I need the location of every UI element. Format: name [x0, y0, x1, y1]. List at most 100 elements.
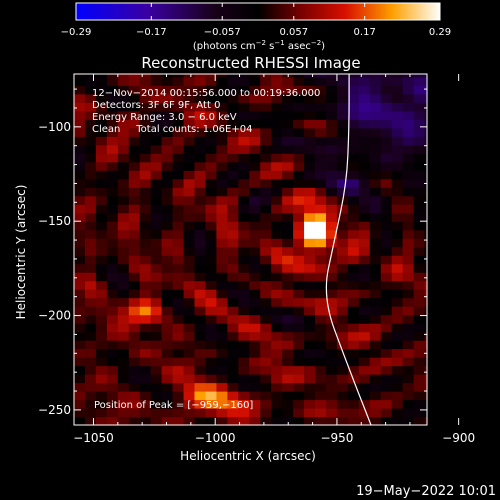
- heatmap-cell: [139, 221, 152, 231]
- heatmap-cell: [216, 119, 228, 129]
- heatmap-cell: [358, 340, 371, 350]
- heatmap-cell: [227, 110, 239, 120]
- heatmap-cell: [106, 280, 119, 290]
- heatmap-cell: [293, 238, 305, 248]
- heatmap-cell: [128, 340, 141, 350]
- heatmap-cell: [260, 153, 272, 163]
- heatmap-cell: [128, 127, 141, 137]
- heatmap-cell: [424, 408, 428, 418]
- heatmap-cell: [325, 170, 338, 180]
- heatmap-cell: [347, 178, 360, 188]
- heatmap-cell: [106, 382, 119, 392]
- heatmap-cell: [183, 408, 196, 418]
- heatmap-cell: [128, 323, 141, 333]
- heatmap-cell: [358, 306, 371, 316]
- heatmap-cell: [106, 289, 119, 299]
- y-tick-label: −250: [38, 403, 71, 417]
- heatmap-cell: [402, 85, 415, 95]
- heatmap-cell: [325, 221, 338, 231]
- heatmap-cell: [139, 331, 152, 341]
- heatmap-cell: [172, 280, 185, 290]
- heatmap-cell: [282, 391, 294, 401]
- heatmap-cell: [271, 144, 283, 154]
- heatmap-cell: [315, 110, 327, 120]
- heatmap-cell: [347, 246, 360, 256]
- heatmap-cell: [205, 144, 218, 154]
- heatmap-cell: [325, 272, 338, 282]
- heatmap-cell: [205, 76, 218, 86]
- heatmap-cell: [194, 416, 207, 426]
- heatmap-cell: [380, 255, 393, 265]
- heatmap-cell: [95, 144, 108, 154]
- heatmap-cell: [336, 161, 349, 171]
- heatmap-cell: [106, 365, 119, 375]
- heatmap-cell: [216, 221, 228, 231]
- heatmap-cell: [194, 178, 207, 188]
- heatmap-cell: [336, 127, 349, 137]
- heatmap-cell: [369, 212, 382, 222]
- heatmap-cell: [84, 357, 97, 367]
- heatmap-cell: [150, 348, 163, 358]
- heatmap-cell: [293, 85, 305, 95]
- heatmap-cell: [205, 119, 218, 129]
- heatmap-cell: [74, 93, 86, 103]
- heatmap-cell: [172, 238, 185, 248]
- heatmap-cell: [194, 297, 207, 307]
- heatmap-cell: [238, 144, 250, 154]
- heatmap-cell: [117, 229, 130, 239]
- heatmap-cell: [249, 102, 261, 112]
- heatmap-cell: [347, 272, 360, 282]
- heatmap-cell: [380, 399, 393, 409]
- heatmap-cell: [183, 272, 196, 282]
- heatmap-cell: [117, 74, 130, 78]
- heatmap-cell: [424, 280, 428, 290]
- heatmap-cell: [216, 289, 228, 299]
- heatmap-cell: [271, 348, 283, 358]
- heatmap-cell: [325, 76, 338, 86]
- heatmap-cell: [117, 306, 130, 316]
- heatmap-cell: [336, 110, 349, 120]
- heatmap-cell: [95, 110, 108, 120]
- heatmap-cell: [172, 323, 185, 333]
- heatmap-cell: [325, 348, 338, 358]
- heatmap-cell: [139, 255, 152, 265]
- heatmap-cell: [150, 382, 163, 392]
- heatmap-cell: [238, 127, 250, 137]
- heatmap-cell: [161, 408, 174, 418]
- heatmap-cell: [282, 340, 294, 350]
- heatmap-cell: [325, 229, 338, 239]
- colorbar-units: (photons cm−2 s−1 asec−2): [193, 39, 325, 52]
- heatmap-cell: [413, 246, 426, 256]
- heatmap-cell: [139, 170, 152, 180]
- heatmap-cell: [139, 136, 152, 146]
- heatmap-cell: [238, 76, 250, 86]
- heatmap-cell: [260, 246, 272, 256]
- annotation-energy-range: Energy Range: 3.0 − 6.0 keV: [92, 112, 237, 123]
- heatmap-cell: [336, 229, 349, 239]
- heatmap-cell: [260, 331, 272, 341]
- heatmap-cell: [183, 365, 196, 375]
- heatmap-cell: [117, 255, 130, 265]
- heatmap-cell: [194, 238, 207, 248]
- heatmap-cell: [205, 331, 218, 341]
- heatmap-cell: [424, 161, 428, 171]
- heatmap-cell: [293, 408, 305, 418]
- heatmap-cell: [282, 153, 294, 163]
- heatmap-cell: [117, 127, 130, 137]
- heatmap-cell: [260, 348, 272, 358]
- heatmap-cell: [139, 110, 152, 120]
- heatmap-cell: [161, 76, 174, 86]
- heatmap-cell: [413, 416, 426, 426]
- heatmap-cell: [74, 221, 86, 231]
- heatmap-cell: [216, 399, 228, 409]
- heatmap-cell: [74, 144, 86, 154]
- heatmap-cell: [249, 127, 261, 137]
- heatmap-cell: [336, 212, 349, 222]
- heatmap-cell: [139, 399, 152, 409]
- heatmap-cell: [84, 153, 97, 163]
- heatmap-cell: [424, 272, 428, 282]
- heatmap-cell: [358, 127, 371, 137]
- heatmap-cell: [216, 382, 228, 392]
- heatmap-cell: [424, 374, 428, 384]
- heatmap-cell: [391, 187, 404, 197]
